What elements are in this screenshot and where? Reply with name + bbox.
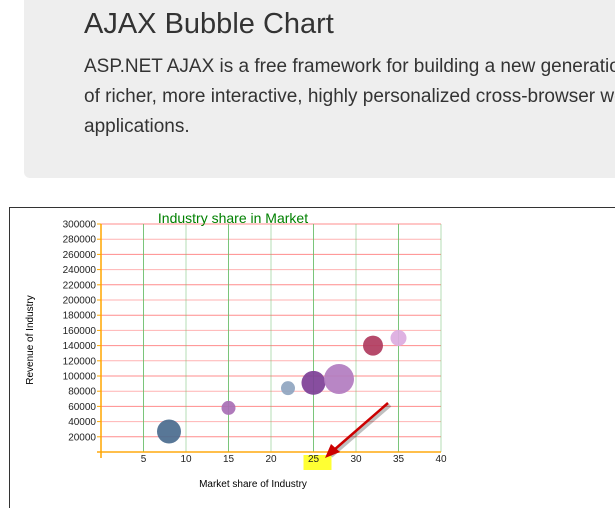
- page-description: ASP.NET AJAX is a free framework for bui…: [84, 56, 615, 137]
- bubble: [301, 370, 326, 395]
- y-tick-label: 140000: [63, 341, 97, 352]
- chart-frame: [9, 207, 615, 508]
- x-tick-label: 30: [350, 454, 362, 465]
- bubble: [221, 400, 236, 415]
- page-title: AJAX Bubble Chart: [84, 8, 334, 40]
- x-tick-label: 20: [265, 454, 277, 465]
- arrow-head: [325, 444, 340, 458]
- y-tick-label: 20000: [68, 432, 96, 443]
- y-tick-label: 160000: [63, 326, 97, 337]
- x-tick-label: 5: [141, 454, 147, 465]
- y-tick-label: 260000: [63, 250, 97, 261]
- y-tick-label: 240000: [63, 265, 97, 276]
- y-tick-label: 220000: [63, 280, 97, 291]
- bubble: [157, 419, 181, 444]
- hero-banner: AJAX Bubble Chart ASP.NET AJAX is a free…: [24, 0, 615, 178]
- chart-title: Industry share in Market: [158, 210, 308, 226]
- bubble: [390, 330, 407, 346]
- y-tick-label: 40000: [68, 417, 96, 428]
- y-tick-label: 300000: [63, 220, 97, 231]
- x-tick-label: 10: [180, 454, 192, 465]
- y-tick-label: 180000: [63, 311, 97, 322]
- y-axis-label: Revenue of Industry: [25, 295, 36, 385]
- y-tick-label: 60000: [68, 402, 96, 413]
- y-tick-label: 80000: [68, 387, 96, 398]
- arrow-shadow: [329, 403, 392, 458]
- x-tick-label: 25: [308, 454, 320, 465]
- x-axis-label: Market share of Industry: [199, 479, 307, 490]
- x-tick-label: 40: [435, 454, 447, 465]
- arrow-line: [333, 402, 389, 451]
- bubble: [281, 381, 295, 396]
- highlight-box: [303, 455, 332, 470]
- y-tick-label: 280000: [63, 235, 97, 246]
- y-tick-label: 100000: [63, 372, 97, 383]
- y-tick-label: 120000: [63, 356, 97, 367]
- bubble: [363, 335, 383, 356]
- bubble: [324, 364, 354, 395]
- x-tick-label: 35: [393, 454, 405, 465]
- y-tick-label: 200000: [63, 296, 97, 307]
- x-tick-label: 15: [223, 454, 235, 465]
